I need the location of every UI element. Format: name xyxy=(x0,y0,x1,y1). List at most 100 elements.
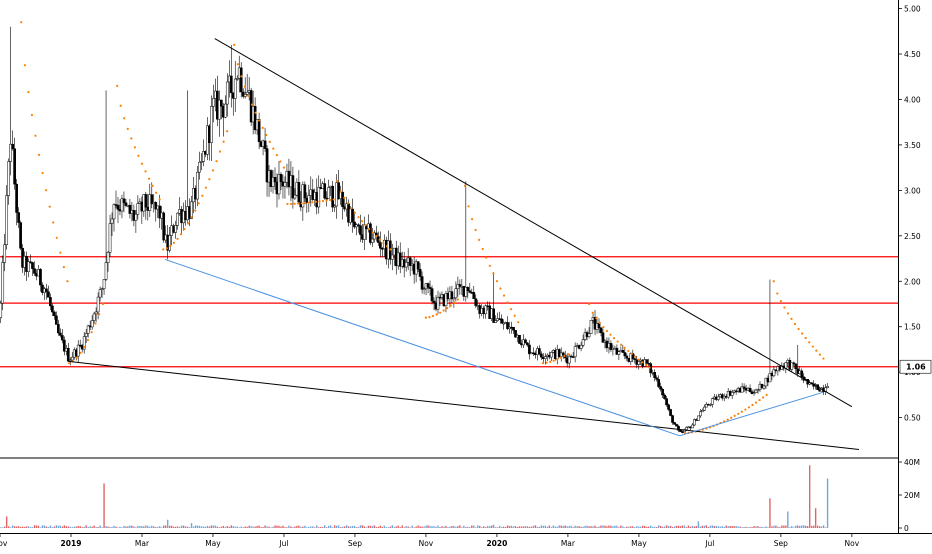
volume-bar xyxy=(636,526,638,528)
sar-dot xyxy=(822,357,825,360)
sar-dot xyxy=(598,321,601,324)
volume-bar xyxy=(536,526,539,528)
sar-dot xyxy=(314,200,317,204)
volume-bar xyxy=(711,525,713,528)
candle-up xyxy=(581,339,585,346)
candle-down xyxy=(528,344,531,355)
volume-bar xyxy=(322,527,324,528)
volume-bar xyxy=(437,525,439,528)
volume-bar xyxy=(661,526,664,528)
volume-bar xyxy=(129,525,131,528)
sar-dot xyxy=(424,316,428,319)
volume-bar xyxy=(500,526,503,528)
resistance-lines xyxy=(0,256,898,368)
volume-bar xyxy=(584,525,586,528)
candle-up xyxy=(0,302,3,318)
volume-bar xyxy=(9,527,12,528)
sar-dot xyxy=(446,307,449,310)
sar-dot xyxy=(467,205,470,208)
candle-down xyxy=(239,67,243,93)
volume-bar xyxy=(413,527,415,528)
sar-dot xyxy=(311,201,314,204)
volume-bar xyxy=(789,527,791,528)
sar-dot xyxy=(762,396,765,399)
volume-bar xyxy=(222,525,225,528)
volume-bar xyxy=(91,526,93,528)
sar-dot xyxy=(48,205,51,208)
volume-bar xyxy=(568,526,570,528)
volume-bar xyxy=(447,527,449,528)
candle-down xyxy=(800,370,804,378)
volume-bar xyxy=(389,526,391,528)
sar-dot xyxy=(492,272,495,275)
volume-bar xyxy=(467,526,469,528)
volume-bar xyxy=(463,525,465,528)
volume-bar xyxy=(284,527,286,528)
candle-down xyxy=(474,298,478,306)
volume-bar xyxy=(739,526,741,528)
volume-bar xyxy=(383,525,386,528)
sar-dot xyxy=(818,353,822,356)
volume-bar xyxy=(15,526,18,528)
volume-bar xyxy=(49,525,52,528)
volume-bar xyxy=(473,525,475,528)
candle-up xyxy=(579,345,583,349)
sar-dot xyxy=(59,251,62,254)
volume-bar xyxy=(634,527,636,528)
volume-bar xyxy=(397,525,399,528)
candle-down xyxy=(19,222,22,249)
volume-bar xyxy=(202,526,205,528)
candle-down xyxy=(359,225,362,235)
candle-up xyxy=(708,404,712,406)
sar-dot xyxy=(549,360,552,363)
sar-dot xyxy=(151,184,154,187)
volume-bar xyxy=(228,526,230,528)
volume-bar xyxy=(457,526,459,528)
sar-dot xyxy=(183,227,186,231)
volume-bar xyxy=(475,527,477,528)
volume-bar xyxy=(357,527,360,528)
time-tick-label: Nov xyxy=(845,539,860,548)
volume-bar xyxy=(516,526,519,528)
volume-bar xyxy=(363,526,366,528)
volume-bar xyxy=(653,526,656,528)
volume-bar xyxy=(721,526,723,528)
time-axis[interactable]: Nov 2019 Mar May Jul Sep Nov 2020 Mar May Jul Sep No… xyxy=(0,533,860,548)
volume-bar xyxy=(485,527,487,528)
sar-dot xyxy=(325,199,328,202)
sar-dot xyxy=(463,184,467,187)
price-tick-label: 2.00 xyxy=(904,277,921,286)
volume-bar xyxy=(644,525,646,528)
candle-down xyxy=(466,287,470,292)
volume-bar xyxy=(791,526,793,528)
candle-down xyxy=(297,182,301,203)
candle-down xyxy=(671,415,674,423)
sar-dot xyxy=(737,412,740,415)
volume-bar xyxy=(198,525,201,528)
candle-up xyxy=(484,305,488,315)
sar-dot xyxy=(559,356,562,359)
candle-down xyxy=(162,212,166,241)
sar-dot xyxy=(353,211,357,214)
volume-bar xyxy=(810,525,813,528)
volume-bar xyxy=(679,526,682,528)
volume-bar xyxy=(280,526,282,528)
sar-dot xyxy=(634,355,637,358)
volume-bar xyxy=(200,526,203,528)
candle-up xyxy=(202,151,205,162)
volume-bar xyxy=(622,526,624,528)
sar-dot xyxy=(155,191,158,194)
candle-up xyxy=(5,195,9,245)
volume-bar xyxy=(427,525,429,528)
volume-bar xyxy=(53,526,56,528)
volume-bar xyxy=(208,526,211,528)
volume-bar xyxy=(461,527,463,528)
volume-bar xyxy=(240,526,242,528)
volume-bar xyxy=(121,527,123,528)
volume-bar xyxy=(816,525,819,528)
volume-bar xyxy=(33,525,36,528)
volume-bar xyxy=(498,525,501,528)
candle-down xyxy=(742,386,746,389)
sar-dot xyxy=(332,198,335,201)
